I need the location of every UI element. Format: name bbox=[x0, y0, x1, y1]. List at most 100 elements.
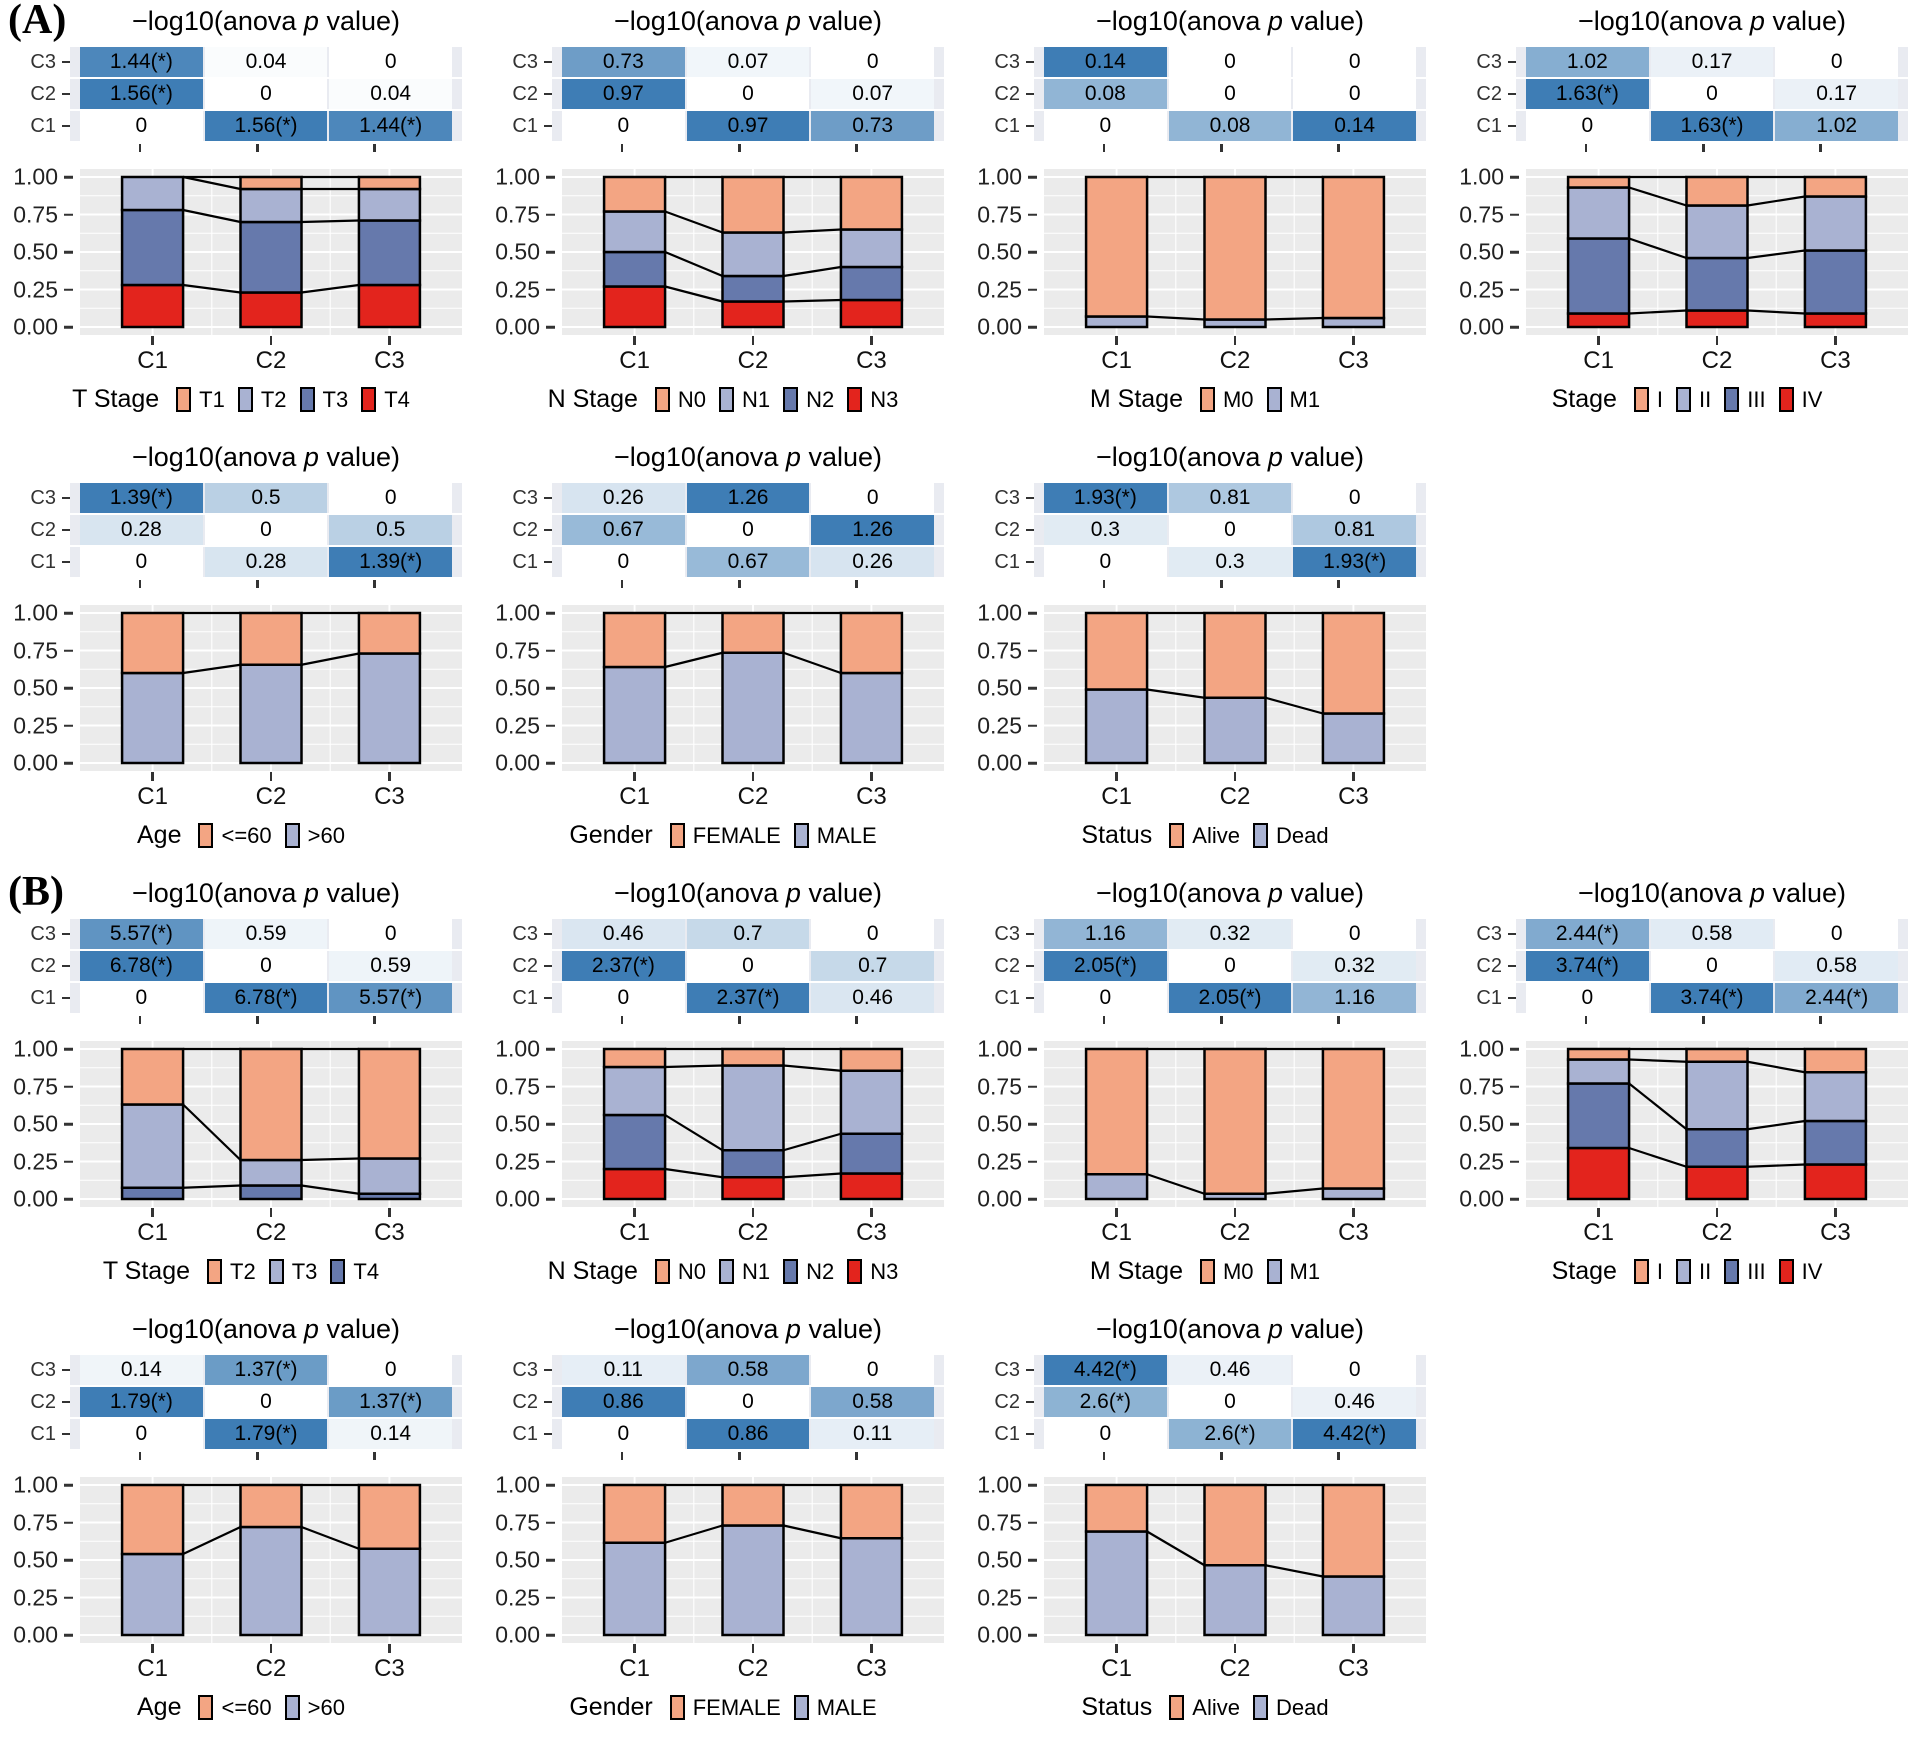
heatmap-row-label: C1 bbox=[1476, 986, 1502, 1009]
x-axis-tick bbox=[738, 144, 741, 152]
x-axis-tick bbox=[855, 1452, 858, 1460]
heatmap-row-label: C2 bbox=[30, 1390, 56, 1413]
chart-title: −log10(anova p value) bbox=[552, 6, 944, 37]
segment-connector-line bbox=[783, 1064, 842, 1072]
heatmap-cell: 0.46 bbox=[811, 983, 935, 1013]
legend-item-ii: II bbox=[1676, 1259, 1711, 1285]
heatmap-row-label: C1 bbox=[512, 550, 538, 573]
stacked-bar-chart: 1.00 0.75 0.50 0.25 0.00 bbox=[0, 600, 482, 776]
heatmap-cell: 0.17 bbox=[1775, 79, 1899, 109]
y-tick-label: 0.75 bbox=[977, 1509, 1022, 1535]
y-axis-tick bbox=[1510, 1085, 1519, 1088]
chart-title-text: −log10(anova bbox=[132, 6, 304, 36]
y-axis-tick bbox=[546, 250, 555, 254]
heatmap-row-label: C2 bbox=[994, 954, 1020, 977]
x-axis-tick bbox=[151, 1644, 154, 1653]
legend: T Stage T2 T3 T4 bbox=[0, 1257, 482, 1286]
plot-area bbox=[562, 1477, 944, 1643]
heatmap-cell: 6.78(*) bbox=[80, 951, 203, 981]
heatmap-strip: 1.63(*) 0 0.17 bbox=[1516, 79, 1908, 109]
x-axis-tick bbox=[620, 144, 624, 152]
legend-swatch-n1 bbox=[719, 387, 735, 412]
segment-connector-line bbox=[783, 298, 841, 303]
y-tick-label: 1.00 bbox=[13, 1035, 58, 1062]
y-axis-tick bbox=[544, 1400, 552, 1404]
x-tick-label: C3 bbox=[1338, 347, 1369, 374]
chart-title-text: −log10(anova bbox=[1578, 878, 1750, 908]
heatmap-row-label: C3 bbox=[30, 922, 56, 945]
legend-item-alive: Alive bbox=[1169, 1695, 1240, 1721]
bar-segment-dead bbox=[1203, 1564, 1267, 1637]
heatmap-cell: 0.11 bbox=[562, 1355, 685, 1385]
legend-item-n1: N1 bbox=[719, 1259, 770, 1285]
x-axis-tick bbox=[1597, 336, 1600, 345]
heatmap-row-label: C3 bbox=[512, 1358, 538, 1381]
legend-label: N3 bbox=[870, 1258, 899, 1284]
stacked-bar-chart: 1.00 0.75 0.50 0.25 0.00 bbox=[482, 600, 964, 776]
legend-item-male: MALE bbox=[793, 823, 877, 849]
x-tick-label: C3 bbox=[856, 1655, 887, 1682]
anova-heatmap: C3 4.42(*) 0.46 0 C2 2.6(*) 0 0.46 C1 0 2.6(*) 4.42… bbox=[964, 1355, 1426, 1461]
bar-segment-alive bbox=[1203, 611, 1267, 699]
heatmap-row: C1 0 1.79(*) 0.14 bbox=[0, 1419, 462, 1449]
chart-title: −log10(anova p value) bbox=[552, 878, 944, 909]
heatmap-row-label: C2 bbox=[30, 518, 56, 541]
bar-segment-iv bbox=[1566, 312, 1631, 329]
x-axis: C1 C2 C3 bbox=[80, 1643, 462, 1683]
y-tick-label: 0.25 bbox=[977, 276, 1022, 302]
heatmap-row-label: C3 bbox=[994, 50, 1020, 73]
heatmap-strip: 1.16 0.32 0 bbox=[1034, 919, 1426, 949]
bar-segment-n0 bbox=[602, 1047, 667, 1069]
heatmap-strip: 1.02 0.17 0 bbox=[1516, 47, 1908, 77]
x-axis-tick bbox=[620, 1452, 624, 1460]
y-tick-label: 0.50 bbox=[977, 238, 1022, 265]
y-axis-tick bbox=[1028, 1596, 1037, 1599]
chart-b-gender: −log10(anova p value) C3 0.11 0.58 0 C2 0.86 0 0… bbox=[482, 1308, 964, 1744]
heatmap-cell: 0 bbox=[1044, 111, 1167, 141]
y-axis-tick bbox=[64, 724, 73, 727]
y-tick-label: 0.00 bbox=[495, 749, 540, 776]
heatmap-strip: 0.3 0 0.81 bbox=[1034, 515, 1426, 545]
chart-title: −log10(anova p value) bbox=[70, 442, 462, 473]
x-tick-label: C1 bbox=[619, 347, 650, 374]
legend-swatch-m0 bbox=[1199, 387, 1215, 412]
legend-item-iv: IV bbox=[1778, 387, 1822, 413]
heatmap-strip: 2.44(*) 0.58 0 bbox=[1516, 919, 1908, 949]
y-tick-label: 0.00 bbox=[977, 1621, 1022, 1648]
heatmap-row: C2 1.79(*) 0 1.37(*) bbox=[0, 1387, 462, 1417]
x-axis-tick bbox=[738, 580, 741, 588]
y-tick-label: 0.25 bbox=[495, 1584, 540, 1610]
bar-segment-n1 bbox=[602, 1065, 667, 1117]
heatmap-cell: 0.11 bbox=[811, 1419, 935, 1449]
y-axis-tick bbox=[1510, 213, 1519, 216]
y-tick-label: 0.50 bbox=[1459, 238, 1504, 265]
y-axis-tick bbox=[1026, 1400, 1034, 1404]
heatmap-cell: 1.44(*) bbox=[80, 47, 203, 77]
y-tick-label: 1.00 bbox=[495, 1035, 540, 1062]
y-tick-label: 0.50 bbox=[495, 1110, 540, 1137]
heatmap-cell: 0 bbox=[329, 47, 453, 77]
x-axis-tick bbox=[138, 580, 142, 588]
y-axis-tick bbox=[64, 288, 73, 291]
legend-label: N0 bbox=[677, 1258, 707, 1284]
legend-swatch-n0 bbox=[654, 1259, 670, 1284]
x-axis-tick bbox=[1352, 772, 1355, 781]
chart-title-italic-p: p bbox=[303, 878, 319, 908]
y-axis-tick bbox=[546, 649, 555, 652]
x-axis-tick bbox=[151, 1208, 154, 1217]
bar-segment-m0 bbox=[1203, 1047, 1267, 1195]
x-tick-label: C2 bbox=[1219, 1655, 1251, 1682]
heatmap-row: C3 0.14 0 0 bbox=[964, 47, 1426, 77]
y-axis-tick bbox=[64, 250, 73, 254]
y-axis-tick bbox=[546, 1633, 555, 1637]
heatmap-cell: 0.97 bbox=[562, 79, 685, 109]
y-axis-tick bbox=[1510, 288, 1519, 291]
heatmap-cell: 1.37(*) bbox=[329, 1387, 453, 1417]
chart-title-text: −log10(anova bbox=[614, 442, 786, 472]
chart-title: −log10(anova p value) bbox=[70, 6, 462, 37]
heatmap-cell: 0.46 bbox=[1168, 1355, 1292, 1385]
heatmap-cell: 1.16 bbox=[1293, 983, 1417, 1013]
bar-segment-iii bbox=[1566, 237, 1631, 315]
y-axis-tick bbox=[1510, 1197, 1519, 1201]
